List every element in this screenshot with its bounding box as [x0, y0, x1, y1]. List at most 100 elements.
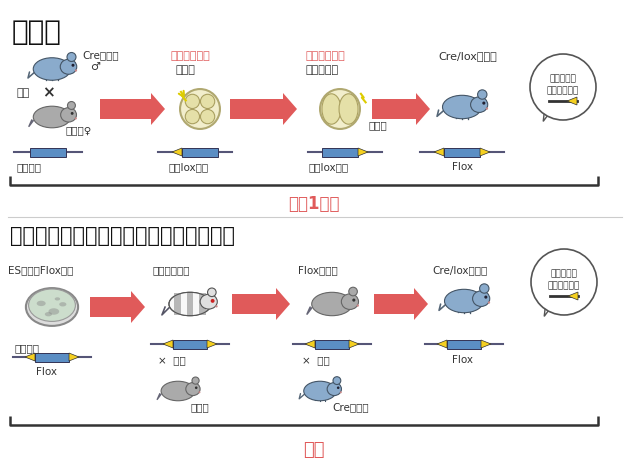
- Ellipse shape: [36, 301, 46, 307]
- Polygon shape: [437, 340, 447, 348]
- Circle shape: [530, 55, 596, 121]
- Text: 野生型♀: 野生型♀: [65, 125, 91, 135]
- Polygon shape: [90, 291, 145, 323]
- Polygon shape: [358, 149, 368, 157]
- Polygon shape: [349, 340, 359, 348]
- Bar: [181, 294, 187, 315]
- Text: ♂: ♂: [90, 62, 100, 72]
- Ellipse shape: [55, 298, 60, 301]
- Polygon shape: [544, 289, 557, 317]
- Circle shape: [195, 387, 198, 389]
- Polygon shape: [100, 94, 165, 126]
- Polygon shape: [434, 149, 444, 157]
- Circle shape: [211, 299, 214, 303]
- Text: 第２ステップ: 第２ステップ: [305, 51, 345, 61]
- Ellipse shape: [169, 293, 211, 316]
- Ellipse shape: [333, 377, 341, 385]
- Text: Flox: Flox: [452, 354, 473, 364]
- Text: 第１ステップ: 第１ステップ: [170, 51, 209, 61]
- Bar: [35, 353, 69, 362]
- Polygon shape: [543, 94, 557, 122]
- Circle shape: [72, 65, 74, 68]
- Polygon shape: [69, 353, 79, 361]
- Polygon shape: [481, 340, 491, 348]
- Ellipse shape: [161, 381, 195, 401]
- Text: Cre/loxマウス: Cre/loxマウス: [438, 51, 497, 61]
- Text: 交配: 交配: [16, 88, 30, 98]
- Polygon shape: [305, 340, 315, 348]
- Circle shape: [340, 391, 342, 394]
- Text: で遺伝子破壊: で遺伝子破壊: [547, 86, 579, 95]
- Text: Cre/loxマウス: Cre/loxマウス: [432, 265, 487, 275]
- Text: 左のlox挿入: 左のlox挿入: [168, 162, 208, 172]
- Ellipse shape: [442, 96, 482, 119]
- Ellipse shape: [186, 110, 199, 124]
- Text: 特定の臓器: 特定の臓器: [550, 74, 576, 83]
- Bar: [173, 340, 207, 349]
- Text: Creマウス: Creマウス: [332, 401, 369, 411]
- Ellipse shape: [33, 107, 70, 129]
- Circle shape: [357, 305, 359, 307]
- Text: 新規法: 新規法: [12, 18, 62, 46]
- Bar: [30, 148, 66, 157]
- Ellipse shape: [201, 110, 214, 124]
- Text: 特定の臓器: 特定の臓器: [550, 269, 577, 278]
- Circle shape: [488, 302, 490, 304]
- Ellipse shape: [33, 59, 70, 81]
- Text: 野生型: 野生型: [190, 401, 209, 411]
- Polygon shape: [567, 98, 577, 106]
- Ellipse shape: [60, 60, 77, 75]
- Text: Creマウス: Creマウス: [82, 50, 119, 60]
- Polygon shape: [172, 149, 182, 157]
- Ellipse shape: [320, 90, 360, 129]
- Text: 数年: 数年: [303, 440, 325, 458]
- Ellipse shape: [60, 109, 77, 123]
- Ellipse shape: [304, 381, 337, 401]
- Text: 最短1ヵ月: 最短1ヵ月: [288, 195, 340, 213]
- Ellipse shape: [67, 102, 75, 110]
- Polygon shape: [372, 94, 430, 126]
- Polygon shape: [568, 292, 578, 300]
- Text: Flox: Flox: [36, 366, 57, 376]
- Ellipse shape: [48, 308, 59, 315]
- Circle shape: [482, 102, 486, 106]
- Ellipse shape: [339, 95, 358, 125]
- Text: ×  交配: × 交配: [302, 354, 330, 364]
- Ellipse shape: [180, 90, 220, 129]
- Ellipse shape: [201, 95, 214, 109]
- Circle shape: [199, 391, 201, 394]
- Polygon shape: [374, 288, 428, 320]
- Circle shape: [486, 108, 488, 110]
- Ellipse shape: [445, 290, 484, 313]
- Ellipse shape: [192, 377, 199, 384]
- Ellipse shape: [348, 288, 357, 296]
- Ellipse shape: [45, 312, 52, 317]
- Text: 右のlox挿入: 右のlox挿入: [308, 162, 348, 172]
- Ellipse shape: [342, 294, 359, 310]
- Circle shape: [215, 306, 218, 308]
- Bar: [444, 148, 480, 157]
- Text: 受精卵: 受精卵: [175, 65, 195, 75]
- Ellipse shape: [477, 90, 487, 100]
- Bar: [199, 294, 206, 315]
- Bar: [315, 340, 349, 349]
- Ellipse shape: [67, 53, 76, 62]
- Text: ES細胞でFlox作製: ES細胞でFlox作製: [8, 265, 74, 275]
- Circle shape: [75, 118, 77, 120]
- Polygon shape: [232, 288, 290, 320]
- Ellipse shape: [26, 288, 78, 326]
- Bar: [447, 340, 481, 349]
- Text: エクソン: エクソン: [16, 162, 41, 172]
- Ellipse shape: [470, 98, 487, 113]
- Ellipse shape: [208, 288, 216, 297]
- Circle shape: [70, 113, 74, 116]
- Bar: [187, 294, 193, 315]
- Bar: [182, 148, 218, 157]
- Ellipse shape: [186, 383, 200, 396]
- Polygon shape: [480, 149, 490, 157]
- Bar: [322, 148, 358, 157]
- Polygon shape: [25, 353, 35, 361]
- Bar: [174, 294, 181, 315]
- Ellipse shape: [28, 289, 75, 322]
- Ellipse shape: [327, 383, 342, 396]
